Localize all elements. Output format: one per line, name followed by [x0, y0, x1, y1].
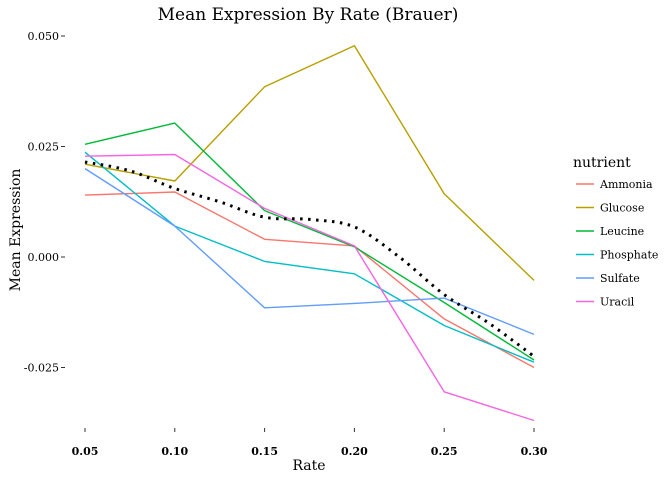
series-line-ammonia [84, 191, 535, 369]
y-tick-label: 0.025 [28, 141, 60, 154]
x-axis: 0.05 0.10 0.15 0.20 0.25 0.30 [72, 428, 548, 458]
smooth-layer [84, 160, 535, 358]
x-axis-title: Rate [292, 458, 325, 474]
series-line-glucose [84, 45, 535, 281]
y-tick-label: 0.000 [28, 251, 60, 264]
legend-item-sulfate: Sulfate [576, 272, 640, 285]
legend-label-phosphate: Phosphate [600, 249, 658, 262]
x-tick-label: 0.30 [521, 445, 548, 458]
legend-items: Ammonia Glucose Leucine Phosphate Sulfate Ura… [576, 178, 658, 309]
smooth-trend-line [84, 160, 535, 358]
y-axis: -0.025 0.000 0.025 0.050 [24, 30, 65, 375]
y-tick-label: 0.050 [28, 30, 60, 43]
y-tick-label: -0.025 [24, 362, 59, 375]
series-line-phosphate [84, 151, 535, 363]
series-line-uracil [84, 153, 535, 422]
chart-title: Mean Expression By Rate (Brauer) [158, 5, 459, 25]
legend-label-ammonia: Ammonia [599, 178, 653, 191]
y-axis-title: Mean Expression [8, 169, 24, 292]
legend-item-ammonia: Ammonia [576, 178, 653, 191]
legend-label-glucose: Glucose [600, 202, 644, 215]
legend-label-leucine: Leucine [600, 225, 644, 238]
x-tick-label: 0.10 [161, 445, 188, 458]
legend-item-glucose: Glucose [576, 202, 644, 215]
legend-title: nutrient [573, 155, 631, 171]
legend-item-uracil: Uracil [576, 296, 635, 309]
legend: nutrient Ammonia Glucose Leucine Phosphate S… [573, 155, 658, 309]
series-layer [84, 45, 535, 422]
x-tick-label: 0.15 [251, 445, 278, 458]
legend-item-leucine: Leucine [576, 225, 644, 238]
x-tick-label: 0.25 [431, 445, 458, 458]
x-tick-label: 0.20 [341, 445, 368, 458]
legend-label-sulfate: Sulfate [600, 272, 640, 285]
legend-item-phosphate: Phosphate [576, 249, 658, 262]
series-line-leucine [84, 122, 535, 361]
x-tick-label: 0.05 [72, 445, 99, 458]
legend-label-uracil: Uracil [600, 296, 635, 309]
